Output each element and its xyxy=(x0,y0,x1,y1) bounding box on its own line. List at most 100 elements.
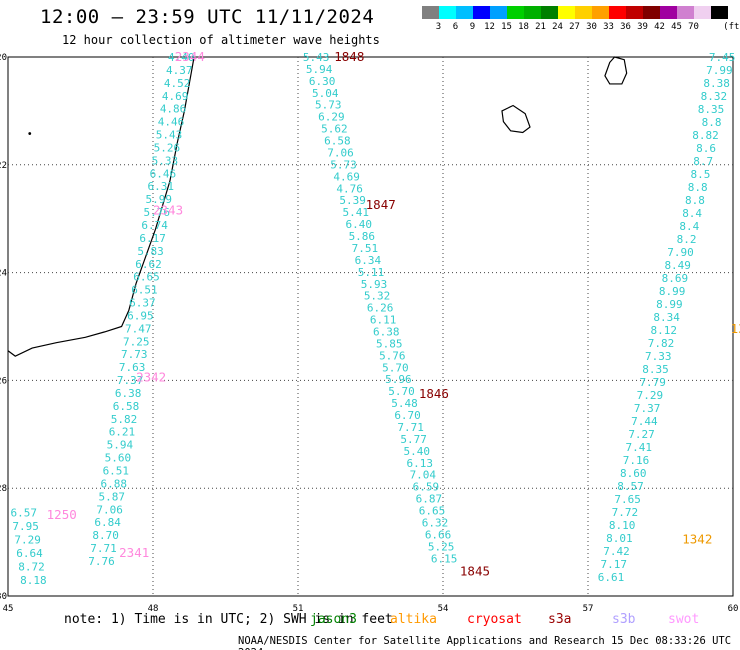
swh-value: 8.4 xyxy=(682,207,702,220)
swh-value: 8.69 xyxy=(662,272,689,285)
pass-time-label: 2342 xyxy=(136,370,166,385)
swh-value: 8.01 xyxy=(606,532,633,545)
swh-value: 7.95 xyxy=(12,520,39,533)
lon-tick-label: 51 xyxy=(293,604,304,614)
swh-value: 6.38 xyxy=(373,326,400,339)
swh-value: 8.4 xyxy=(679,220,699,233)
swh-value: 7.25 xyxy=(123,335,150,348)
legend-unit: (ft) xyxy=(723,22,740,32)
swh-value: 8.38 xyxy=(703,77,730,90)
swh-value: 8.82 xyxy=(692,129,719,142)
swh-value: 8.57 xyxy=(617,480,644,493)
legend-level-label: 18 xyxy=(518,22,529,32)
legend-swatch xyxy=(456,6,473,19)
swh-value: 5.76 xyxy=(379,349,406,362)
legend-level-label: 70 xyxy=(688,22,699,32)
swh-value: 4.86 xyxy=(160,103,187,116)
map-title: 12:00 — 23:59 UTC 11/11/2024 xyxy=(40,6,375,28)
swh-value: 5.04 xyxy=(312,87,339,100)
swh-value: 7.41 xyxy=(626,441,653,454)
swh-value: 7.82 xyxy=(648,337,675,350)
legend-level-label: 3 xyxy=(435,22,442,32)
swh-value: 7.90 xyxy=(667,246,694,259)
swh-value: 6.32 xyxy=(422,516,449,529)
swh-value: 6.57 xyxy=(11,506,38,519)
lon-tick-label: 60 xyxy=(728,604,739,614)
swh-value: 7.45 xyxy=(709,51,736,64)
satellite-altika-label: altika xyxy=(390,612,437,627)
swh-value: 6.87 xyxy=(416,493,443,506)
swh-value: 5.60 xyxy=(105,452,132,465)
swh-value: 8.8 xyxy=(702,116,722,129)
legend-swatch xyxy=(490,6,507,19)
pass-time-label: 1250 xyxy=(47,507,77,522)
legend-swatch xyxy=(558,6,575,19)
swh-value: 7.51 xyxy=(352,242,379,255)
swh-value: 7.71 xyxy=(397,421,424,434)
swh-value: 5.94 xyxy=(306,63,333,76)
swh-value: 6.65 xyxy=(419,505,446,518)
swh-value: 5.70 xyxy=(382,361,409,374)
lat-tick-label: -24 xyxy=(0,269,7,279)
swh-value: 7.29 xyxy=(637,389,664,402)
swh-value: 7.37 xyxy=(634,402,661,415)
swh-value: 7.72 xyxy=(612,506,639,519)
swh-value: 5.83 xyxy=(137,245,164,258)
legend-level-label: 9 xyxy=(469,22,476,32)
legend-level-label: 27 xyxy=(569,22,580,32)
swh-value: 5.26 xyxy=(154,141,181,154)
swh-value: 5.70 xyxy=(388,385,415,398)
lat-tick-label: -26 xyxy=(0,376,7,386)
mauritius-island-outline xyxy=(604,56,628,85)
legend-swatch xyxy=(592,6,609,19)
lat-tick-label: -28 xyxy=(0,484,7,494)
lat-tick-label: -22 xyxy=(0,161,7,171)
swh-value: 4.52 xyxy=(164,77,191,90)
swh-value: 5.76 xyxy=(143,206,170,219)
lon-tick-label: 54 xyxy=(438,604,449,614)
swh-value: 7.65 xyxy=(614,493,641,506)
swh-value: 6.30 xyxy=(309,75,336,88)
swh-value: 7.17 xyxy=(601,558,628,571)
swh-value: 8.8 xyxy=(688,181,708,194)
swh-value: 8.5 xyxy=(691,168,711,181)
swh-value: 5.62 xyxy=(321,123,348,136)
swh-value: 5.73 xyxy=(315,99,342,112)
swh-value: 8.18 xyxy=(20,574,47,587)
swh-value: 4.37 xyxy=(166,64,193,77)
legend-swatch xyxy=(694,6,711,19)
swh-value: 7.33 xyxy=(645,350,672,363)
swh-value: 5.11 xyxy=(358,266,385,279)
swh-value: 6.66 xyxy=(425,528,452,541)
legend-swatch xyxy=(643,6,660,19)
pass-time-label: 2343 xyxy=(153,203,183,218)
swh-value: 7.44 xyxy=(631,415,658,428)
swh-value: 7.76 xyxy=(88,555,115,568)
swh-value: 5.86 xyxy=(349,230,376,243)
swh-value: 8.7 xyxy=(693,155,713,168)
swh-value: 5.85 xyxy=(376,337,403,350)
legend-level-label: 15 xyxy=(501,22,512,32)
swh-value: 7.99 xyxy=(706,64,733,77)
legend-swatch xyxy=(439,6,456,19)
swh-value: 7.63 xyxy=(119,361,146,374)
reunion-island-outline xyxy=(501,104,531,134)
swh-value: 7.16 xyxy=(623,454,650,467)
swh-value: 8.2 xyxy=(677,233,697,246)
map-subtitle: 12 hour collection of altimeter wave hei… xyxy=(62,33,380,47)
swh-value: 8.35 xyxy=(642,363,669,376)
madagascar-coastline xyxy=(7,56,195,357)
swh-value: 5.32 xyxy=(364,290,391,303)
swh-value: 8.49 xyxy=(664,259,691,272)
pass-time-label: 2341 xyxy=(119,545,149,560)
footer-credit: NOAA/NESDIS Center for Satellite Applica… xyxy=(238,635,732,650)
swh-value: 6.31 xyxy=(148,180,175,193)
pass-time-label: 1845 xyxy=(460,564,490,579)
legend-swatch xyxy=(473,6,490,19)
swh-value: 4.76 xyxy=(336,182,363,195)
swh-value: 8.6 xyxy=(696,142,716,155)
swh-value: 6.62 xyxy=(135,258,162,271)
swh-value: 4.46 xyxy=(158,116,185,129)
